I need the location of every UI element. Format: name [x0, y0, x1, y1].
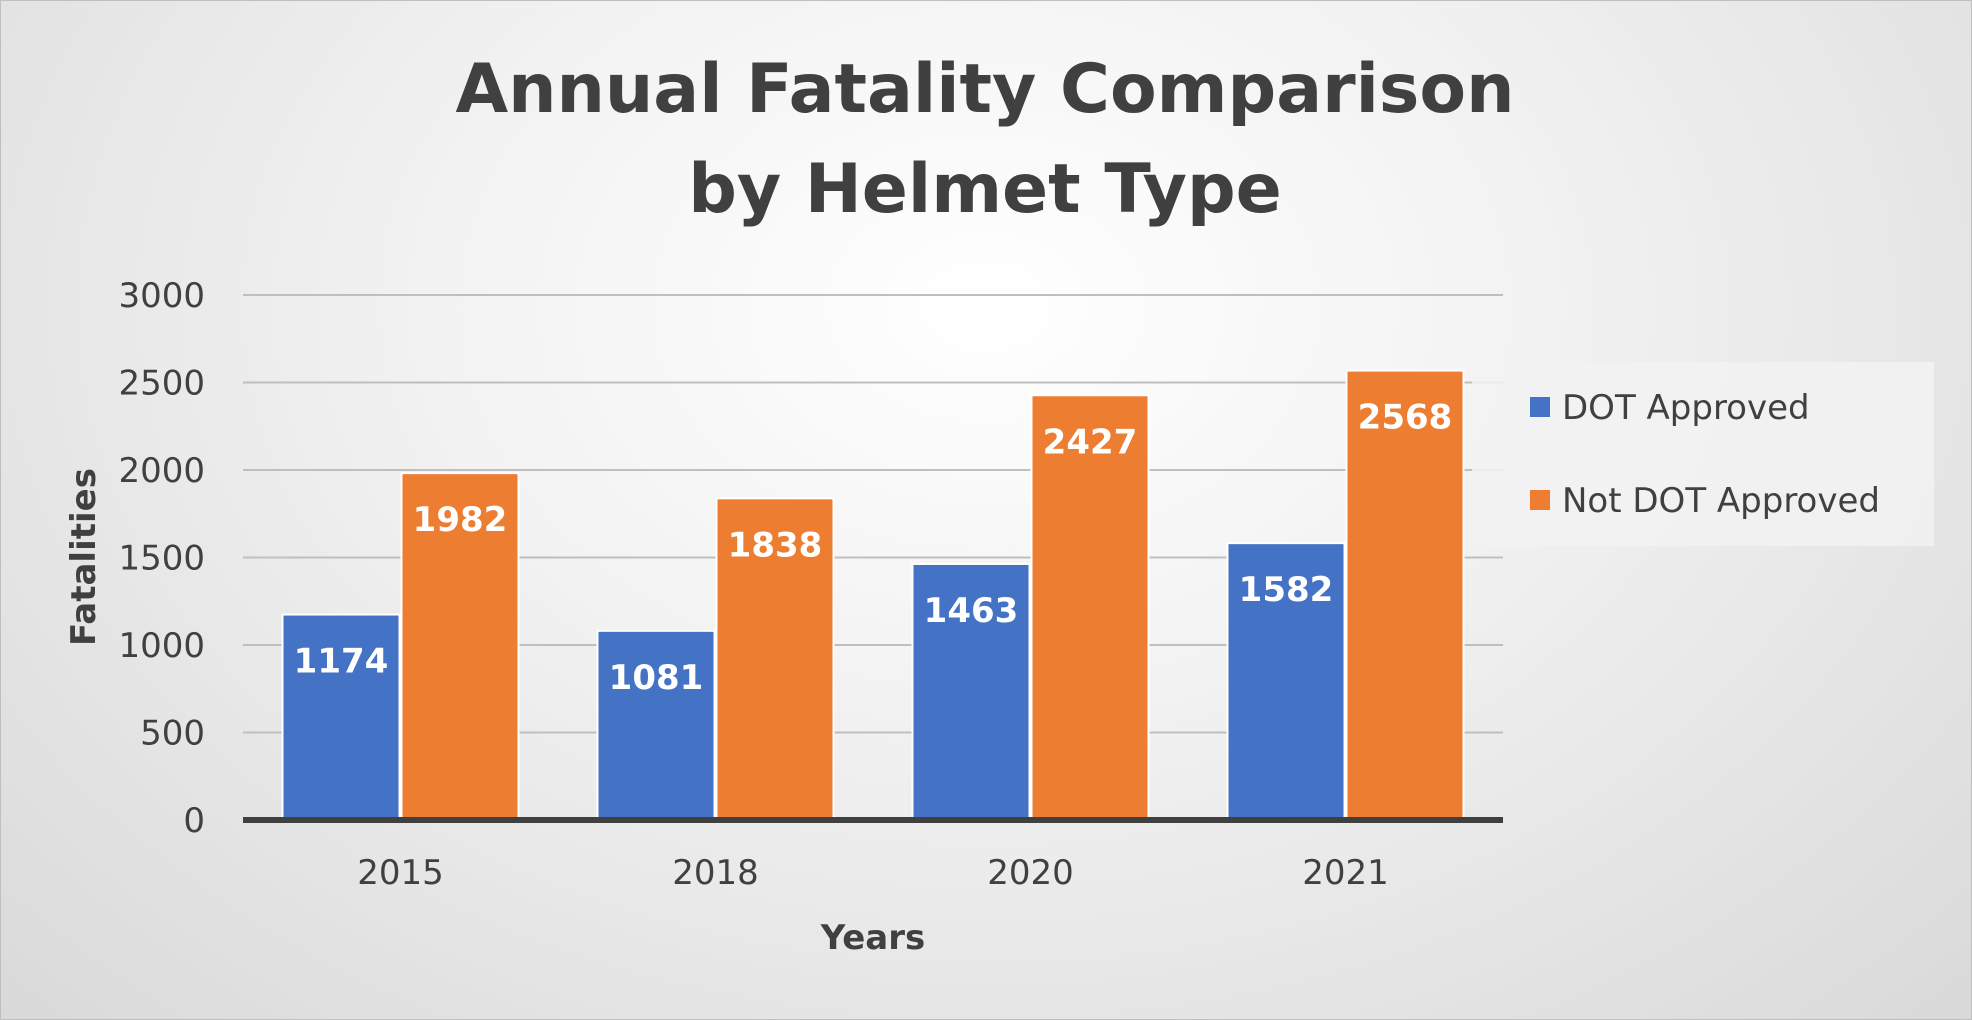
legend-background [1472, 362, 1934, 546]
y-tick-label: 1000 [118, 626, 205, 666]
y-axis-title: Fatalities [64, 468, 104, 646]
data-label-not-dot-approved-2018: 1838 [728, 525, 823, 565]
y-tick-label: 2500 [118, 364, 205, 404]
x-axis-ticks: 2015 2018 2020 2021 [357, 853, 1389, 893]
y-tick-label: 500 [140, 714, 205, 754]
x-axis-title: Years [820, 918, 926, 958]
data-label-not-dot-approved-2021: 2568 [1358, 398, 1453, 438]
data-label-dot-approved-2015: 1174 [294, 642, 389, 682]
x-tick-label: 2015 [357, 853, 444, 893]
legend: DOT Approved Not DOT Approved [1472, 362, 1934, 546]
y-axis-ticks: 0 500 1000 1500 2000 2500 3000 [118, 276, 205, 841]
x-tick-label: 2021 [1302, 853, 1389, 893]
bar-dot-approved-2021 [1226, 542, 1346, 822]
legend-swatch-not-dot-approved [1530, 490, 1550, 510]
bar-not-dot-approved-2020 [1030, 394, 1150, 821]
bars: 1174 1982 1081 1838 1463 2427 1582 2568 [281, 369, 1465, 822]
data-label-dot-approved-2021: 1582 [1239, 570, 1334, 610]
y-tick-label: 1500 [118, 539, 205, 579]
bar-not-dot-approved-2015 [400, 472, 520, 821]
data-label-dot-approved-2018: 1081 [609, 658, 704, 698]
bar-dot-approved-2015 [281, 613, 401, 821]
legend-label-dot-approved: DOT Approved [1562, 388, 1810, 428]
data-label-not-dot-approved-2015: 1982 [413, 500, 508, 540]
x-tick-label: 2018 [672, 853, 759, 893]
legend-label-not-dot-approved: Not DOT Approved [1562, 481, 1880, 521]
legend-swatch-dot-approved [1530, 397, 1550, 417]
bar-not-dot-approved-2021 [1345, 369, 1465, 821]
chart-title-line-1: Annual Fatality Comparison [455, 50, 1514, 129]
y-tick-label: 0 [183, 801, 205, 841]
y-tick-label: 3000 [118, 276, 205, 316]
data-label-not-dot-approved-2020: 2427 [1043, 422, 1138, 462]
y-tick-label: 2000 [118, 451, 205, 491]
data-label-dot-approved-2020: 1463 [924, 591, 1019, 631]
x-tick-label: 2020 [987, 853, 1074, 893]
chart-title-line-2: by Helmet Type [688, 150, 1282, 229]
